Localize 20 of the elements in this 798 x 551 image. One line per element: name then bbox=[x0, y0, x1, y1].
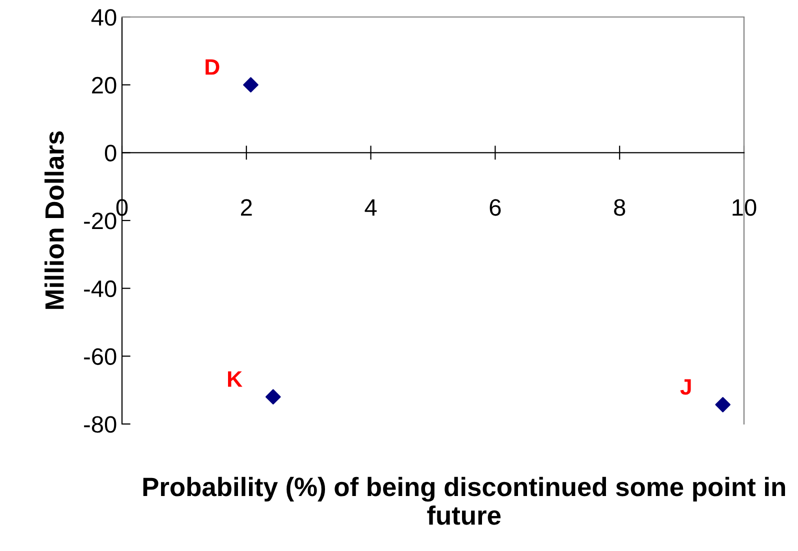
point bbox=[266, 389, 281, 405]
annotation: K bbox=[228, 371, 242, 387]
point bbox=[715, 397, 730, 412]
x-tick-label: 6 bbox=[490, 199, 501, 216]
y-tick-label: -60 bbox=[84, 348, 116, 365]
y-tick-label: -20 bbox=[84, 212, 116, 230]
y-axis-title: Million Dollars bbox=[44, 131, 64, 309]
y-tick-label: 0 bbox=[104, 144, 116, 162]
x-tick-label: 8 bbox=[614, 199, 626, 216]
x-tick-label: 4 bbox=[364, 199, 377, 216]
annotation: J bbox=[680, 379, 691, 395]
y-tick-label: 20 bbox=[92, 76, 116, 94]
x-axis-title: Probability (%) of being discontinued some point in future bbox=[143, 476, 786, 525]
y-tick-label: -80 bbox=[84, 416, 116, 433]
y-tick-label: -40 bbox=[84, 280, 116, 298]
point bbox=[243, 77, 258, 92]
y-tick-label: 40 bbox=[91, 9, 116, 26]
x-tick-label: 2 bbox=[241, 199, 252, 216]
annotation: D bbox=[206, 59, 220, 75]
x-tick-label: 10 bbox=[732, 199, 756, 216]
